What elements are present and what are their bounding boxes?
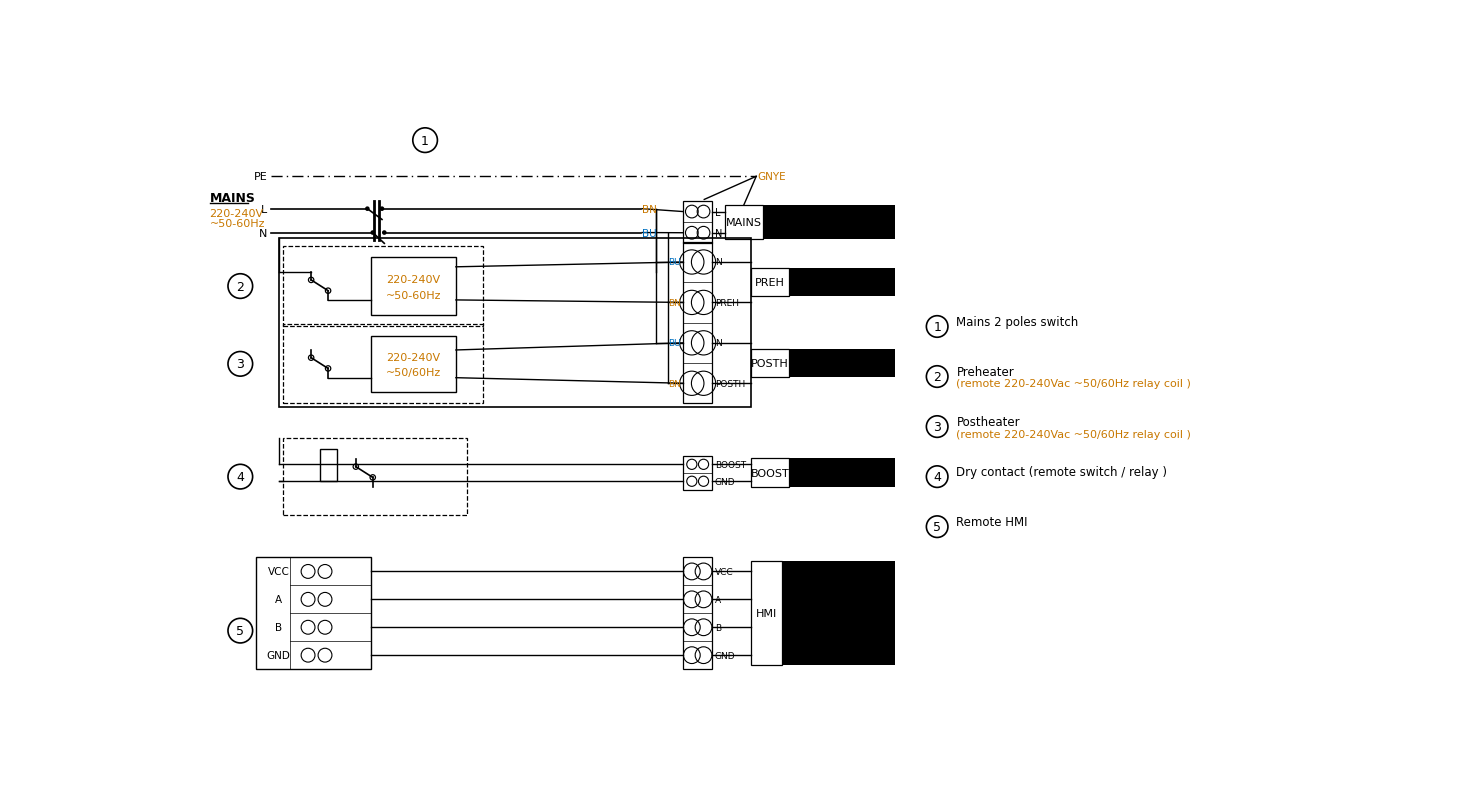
- Text: A: A: [275, 594, 282, 605]
- Text: BU: BU: [668, 339, 681, 348]
- Text: PE: PE: [253, 172, 268, 182]
- Bar: [725, 206, 763, 240]
- Text: GNYE: GNYE: [757, 172, 787, 182]
- Bar: [371, 258, 456, 316]
- Text: PREH: PREH: [715, 299, 738, 308]
- Text: L: L: [262, 205, 268, 214]
- Text: Dry contact (remote switch / relay ): Dry contact (remote switch / relay ): [956, 465, 1167, 478]
- Text: Postheater: Postheater: [956, 415, 1020, 428]
- Bar: [751, 459, 789, 487]
- Text: 1: 1: [933, 320, 942, 333]
- Text: (remote 220-240Vac ~50/60Hz relay coil ): (remote 220-240Vac ~50/60Hz relay coil ): [956, 429, 1192, 439]
- Text: Preheater: Preheater: [956, 365, 1015, 378]
- Bar: [683, 456, 712, 490]
- Text: N: N: [715, 259, 721, 267]
- Bar: [282, 438, 468, 516]
- Text: VCC: VCC: [715, 567, 734, 577]
- Text: BN: BN: [668, 299, 681, 308]
- Bar: [751, 350, 789, 377]
- Text: 2: 2: [237, 280, 244, 293]
- Text: PREH: PREH: [756, 278, 785, 287]
- Bar: [751, 561, 782, 666]
- Text: 4: 4: [237, 471, 244, 483]
- Text: BOOST: BOOST: [750, 468, 789, 478]
- Text: MAINS: MAINS: [209, 191, 256, 205]
- Text: GND: GND: [715, 651, 735, 660]
- Bar: [279, 238, 751, 408]
- Text: 5: 5: [237, 625, 244, 638]
- Bar: [282, 324, 482, 404]
- Text: GND: GND: [715, 477, 735, 486]
- Text: BN: BN: [642, 205, 656, 214]
- Text: 2: 2: [933, 370, 942, 384]
- Text: ~50/60Hz: ~50/60Hz: [386, 368, 442, 377]
- Bar: [789, 350, 895, 377]
- Text: BN: BN: [668, 379, 681, 389]
- Text: ~50-60Hz: ~50-60Hz: [386, 291, 442, 300]
- Bar: [683, 558, 712, 669]
- Text: (remote 220-240Vac ~50/60Hz relay coil ): (remote 220-240Vac ~50/60Hz relay coil ): [956, 379, 1192, 389]
- Text: Mains 2 poles switch: Mains 2 poles switch: [956, 316, 1079, 328]
- Text: 4: 4: [933, 471, 942, 483]
- Text: POSTH: POSTH: [751, 359, 789, 369]
- Text: N: N: [715, 228, 722, 238]
- Text: Remote HMI: Remote HMI: [956, 516, 1028, 528]
- Text: GND: GND: [268, 650, 291, 660]
- Text: 3: 3: [237, 358, 244, 371]
- Bar: [751, 269, 789, 296]
- Text: ~50-60Hz: ~50-60Hz: [209, 218, 265, 228]
- Bar: [683, 202, 712, 244]
- Text: B: B: [275, 622, 282, 633]
- Text: VCC: VCC: [268, 567, 289, 577]
- Circle shape: [380, 207, 385, 212]
- Circle shape: [370, 231, 376, 235]
- Bar: [782, 561, 895, 666]
- Bar: [371, 336, 456, 393]
- Text: A: A: [715, 595, 721, 604]
- Bar: [763, 206, 895, 240]
- Text: B: B: [715, 623, 721, 632]
- Text: 1: 1: [421, 134, 428, 148]
- Text: N: N: [715, 339, 721, 348]
- Bar: [320, 450, 338, 482]
- Text: 3: 3: [933, 421, 942, 434]
- Bar: [256, 558, 371, 669]
- Text: POSTH: POSTH: [715, 379, 744, 389]
- Text: N: N: [259, 228, 268, 238]
- Bar: [282, 247, 482, 327]
- Text: L: L: [715, 207, 721, 218]
- Bar: [789, 269, 895, 296]
- Text: BOOST: BOOST: [715, 460, 746, 469]
- Text: 220-240V: 220-240V: [386, 353, 440, 363]
- Text: HMI: HMI: [756, 609, 776, 618]
- Text: 5: 5: [933, 520, 942, 533]
- Text: 220-240V: 220-240V: [386, 275, 440, 285]
- Text: BU: BU: [668, 259, 681, 267]
- Text: BU: BU: [642, 228, 656, 238]
- Text: 220-240V: 220-240V: [209, 208, 263, 218]
- Circle shape: [382, 231, 386, 235]
- Bar: [789, 459, 895, 487]
- Bar: [683, 243, 712, 404]
- Circle shape: [366, 207, 370, 212]
- Text: MAINS: MAINS: [727, 218, 762, 228]
